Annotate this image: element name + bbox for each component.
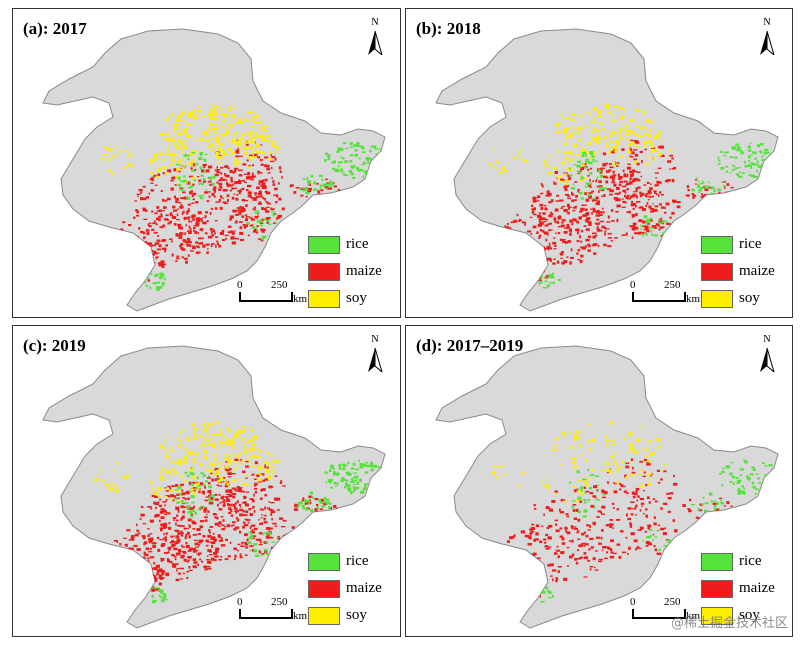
scale-tick <box>239 292 241 302</box>
scale-start-label: 0 <box>237 279 243 291</box>
legend-swatch <box>308 606 340 625</box>
region-map <box>42 345 386 629</box>
legend-label: soy <box>739 290 760 306</box>
region-map <box>435 28 779 312</box>
legend-label: soy <box>346 290 367 306</box>
panel-title: (b): 2018 <box>416 19 481 38</box>
north-arrow-icon: N <box>756 334 778 374</box>
scale-tick <box>684 292 686 302</box>
north-arrow-icon: N <box>364 17 386 57</box>
legend-label: rice <box>346 236 369 252</box>
maize-pixels <box>105 139 341 286</box>
legend-item-soy: soy <box>701 602 775 629</box>
scale-end-label: 250 <box>664 596 681 608</box>
north-arrow-icon: N <box>364 334 386 374</box>
scale-tick <box>239 609 241 619</box>
legend-item-soy: soy <box>308 285 382 312</box>
legend: rice maize soy <box>701 548 775 629</box>
legend-label: rice <box>346 553 369 569</box>
scale-line <box>632 617 686 619</box>
legend-label: maize <box>346 263 382 279</box>
legend-swatch <box>701 579 733 598</box>
legend-item-maize: maize <box>308 575 382 602</box>
scale-end-label: 250 <box>664 279 681 291</box>
crop-pixels <box>100 104 385 291</box>
north-letter: N <box>763 334 771 345</box>
legend-swatch <box>308 289 340 308</box>
scale-end-label: 250 <box>271 596 288 608</box>
scale-tick <box>684 609 686 619</box>
legend-label: maize <box>739 263 775 279</box>
panel-title: (a): 2017 <box>23 19 87 38</box>
scale-start-label: 0 <box>630 279 636 291</box>
land-area <box>42 28 386 312</box>
legend: rice maize soy <box>701 231 775 312</box>
panel-title: (c): 2019 <box>23 336 86 355</box>
scale-tick <box>291 609 293 619</box>
scale-bar: 0 250 km <box>235 279 325 311</box>
legend-item-rice: rice <box>701 548 775 575</box>
panel-title: (d): 2017–2019 <box>416 336 524 355</box>
scale-unit: km <box>686 610 701 622</box>
land-area <box>435 28 779 312</box>
legend-item-maize: maize <box>308 258 382 285</box>
legend-label: maize <box>739 580 775 596</box>
rice-pixels <box>141 459 385 604</box>
region-map <box>42 28 386 312</box>
scale-tick <box>632 609 634 619</box>
north-letter: N <box>371 334 379 345</box>
north-arrow-icon: N <box>756 17 778 57</box>
legend-swatch <box>701 606 733 625</box>
legend-item-maize: maize <box>701 258 775 285</box>
legend: rice maize soy <box>308 231 382 312</box>
legend-item-rice: rice <box>308 231 382 258</box>
land-area <box>435 345 779 629</box>
legend-item-rice: rice <box>308 548 382 575</box>
scale-bar: 0 250 km <box>235 596 325 628</box>
land-area <box>42 345 386 629</box>
scale-tick <box>291 292 293 302</box>
legend-item-rice: rice <box>701 231 775 258</box>
watermark: @稀土掘金技术社区 <box>670 616 788 631</box>
scale-unit: km <box>293 610 308 622</box>
region-map <box>435 345 779 629</box>
legend-label: rice <box>739 553 762 569</box>
legend-swatch <box>701 289 733 308</box>
legend-swatch <box>308 579 340 598</box>
scale-unit: km <box>293 293 308 305</box>
legend-swatch <box>701 235 733 254</box>
scale-line <box>239 617 293 619</box>
soy-pixels <box>488 104 672 186</box>
legend-swatch <box>308 235 340 254</box>
north-letter: N <box>763 17 771 28</box>
legend-item-soy: soy <box>701 285 775 312</box>
scale-bar: 0 250 km <box>628 279 718 311</box>
legend-label: soy <box>739 607 760 623</box>
legend-label: rice <box>739 236 762 252</box>
scale-line <box>239 300 293 302</box>
legend-swatch <box>701 262 733 281</box>
legend-label: maize <box>346 580 382 596</box>
legend: rice maize soy <box>308 548 382 629</box>
legend-item-soy: soy <box>308 602 382 629</box>
legend-swatch <box>308 552 340 571</box>
scale-start-label: 0 <box>630 596 636 608</box>
scale-line <box>632 300 686 302</box>
legend-swatch <box>308 262 340 281</box>
scale-end-label: 250 <box>271 279 288 291</box>
soy-pixels <box>491 421 666 503</box>
scale-bar: 0 250 km <box>628 596 718 628</box>
scale-start-label: 0 <box>237 596 243 608</box>
legend-swatch <box>701 552 733 571</box>
scale-unit: km <box>686 293 701 305</box>
legend-label: soy <box>346 607 367 623</box>
legend-item-maize: maize <box>701 575 775 602</box>
scale-tick <box>632 292 634 302</box>
north-letter: N <box>371 17 379 28</box>
